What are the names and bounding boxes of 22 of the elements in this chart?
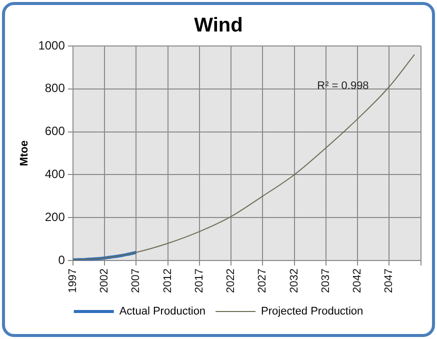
y-tick-label: 400 bbox=[44, 167, 66, 182]
y-axis-title: Mtoe bbox=[18, 140, 31, 166]
annotation: R² = 0.998 bbox=[317, 80, 369, 92]
y-tick-label: 600 bbox=[44, 124, 66, 138]
x-tick-label: 2032 bbox=[288, 268, 300, 294]
x-tick-label: 2027 bbox=[256, 268, 269, 294]
y-tick-label: 1000 bbox=[38, 38, 66, 52]
x-tick-label: 2002 bbox=[98, 268, 111, 294]
x-tick-label: 2017 bbox=[193, 268, 206, 294]
x-tick-label: 2037 bbox=[320, 268, 332, 294]
legend-label: Projected Production bbox=[261, 306, 364, 318]
x-tick-label: 1997 bbox=[66, 268, 79, 294]
x-tick-label: 2047 bbox=[383, 268, 396, 294]
chart-title: Wind bbox=[194, 14, 243, 37]
y-tick-label: 200 bbox=[44, 210, 66, 224]
x-tick-label: 2007 bbox=[130, 268, 142, 294]
legend-label: Actual Production bbox=[119, 306, 206, 318]
y-tick-label: 0 bbox=[58, 252, 66, 267]
y-tick-label: 800 bbox=[44, 81, 66, 96]
x-tick-label: 2022 bbox=[225, 268, 238, 294]
x-tick-label: 2042 bbox=[352, 268, 364, 294]
x-tick-label: 2012 bbox=[162, 268, 174, 294]
